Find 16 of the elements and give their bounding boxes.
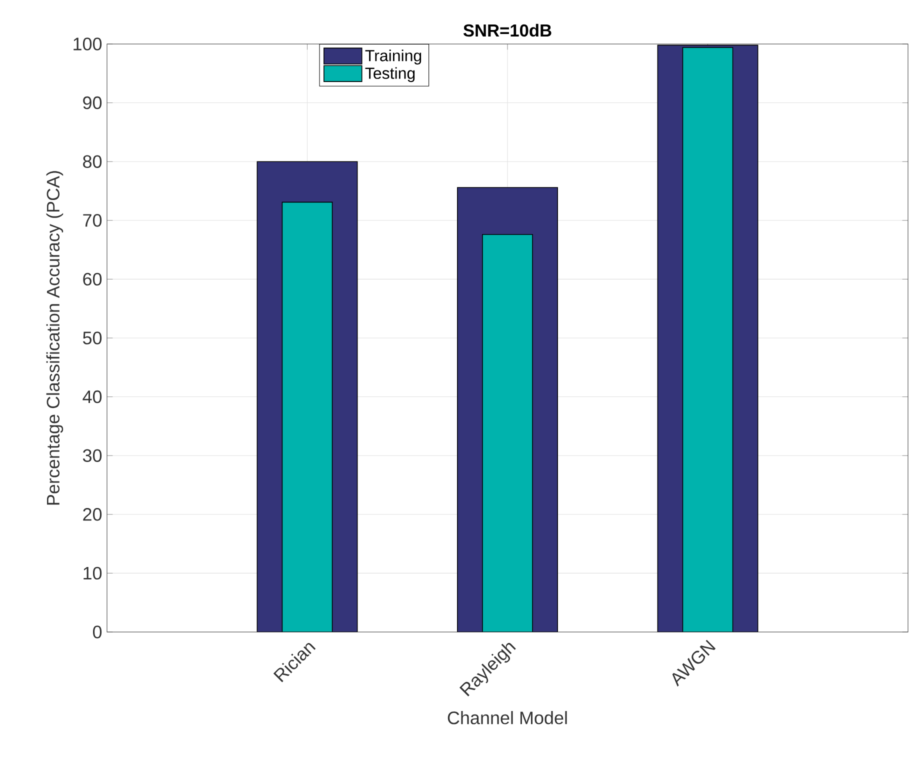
chart-title: SNR=10dB [463, 24, 552, 37]
x-axis-title: Channel Model [448, 711, 567, 724]
y-tick-label: 100 [74, 38, 102, 50]
y-tick-label: 30 [82, 449, 102, 462]
y-tick-label: 70 [83, 214, 102, 227]
y-tick-label: 80 [83, 155, 102, 168]
y-tick-label: 40 [82, 390, 102, 404]
y-tick-label: 20 [83, 508, 102, 521]
y-tick-label: 10 [84, 566, 102, 580]
y-tick-label: 60 [83, 272, 102, 286]
legend-label: Testing [365, 67, 415, 82]
y-tick-label: 50 [82, 332, 102, 344]
y-tick-label: 90 [83, 96, 102, 110]
y-axis-title: Percentage Classification Accuracy (PCA) [46, 171, 64, 505]
legend-label: Training [365, 50, 422, 65]
y-tick-label: 0 [92, 626, 102, 638]
